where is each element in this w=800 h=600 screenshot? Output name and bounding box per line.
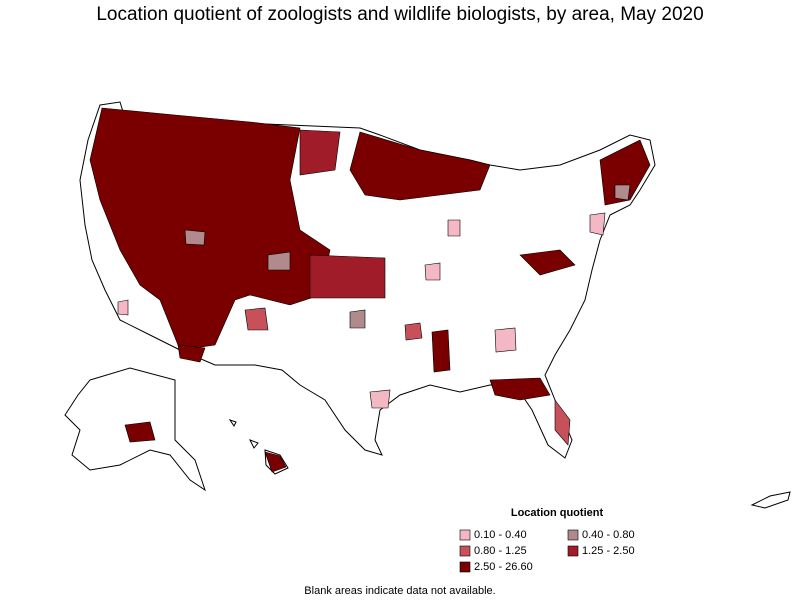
region	[89, 107, 331, 351]
region	[519, 249, 576, 276]
region	[184, 229, 206, 246]
region	[264, 451, 287, 473]
region	[494, 327, 517, 353]
region	[117, 299, 129, 316]
region	[489, 377, 551, 401]
islands	[750, 491, 791, 509]
map	[64, 101, 791, 509]
region	[369, 389, 391, 409]
legend-swatch	[567, 545, 579, 557]
map-title: Location quotient of zoologists and wild…	[96, 4, 703, 25]
footnote: Blank areas indicate data not available.	[304, 585, 495, 597]
region	[349, 309, 366, 329]
region	[589, 212, 606, 236]
legend: Location quotient 0.10 - 0.40 0.40 - 0.80…	[459, 507, 635, 573]
region	[177, 344, 206, 363]
legend-title: Location quotient	[511, 507, 604, 519]
legend-swatch	[567, 529, 579, 541]
legend-label: 0.80 - 1.25	[474, 545, 527, 557]
region	[404, 322, 423, 341]
region	[554, 399, 571, 446]
region	[124, 421, 156, 443]
region	[614, 184, 631, 201]
region	[599, 139, 651, 206]
region	[244, 307, 269, 331]
region	[424, 262, 441, 281]
legend-swatch	[459, 529, 471, 541]
region	[447, 219, 461, 237]
region	[267, 251, 291, 271]
legend-swatch	[459, 545, 471, 557]
region	[309, 254, 386, 299]
region	[349, 131, 491, 201]
legend-label: 0.10 - 0.40	[474, 529, 527, 541]
legend-label: 1.25 - 2.50	[582, 545, 635, 557]
legend-label: 2.50 - 26.60	[474, 561, 533, 573]
legend-swatch	[459, 561, 471, 573]
region	[299, 129, 341, 176]
region	[431, 329, 451, 373]
legend-label: 0.40 - 0.80	[582, 529, 635, 541]
